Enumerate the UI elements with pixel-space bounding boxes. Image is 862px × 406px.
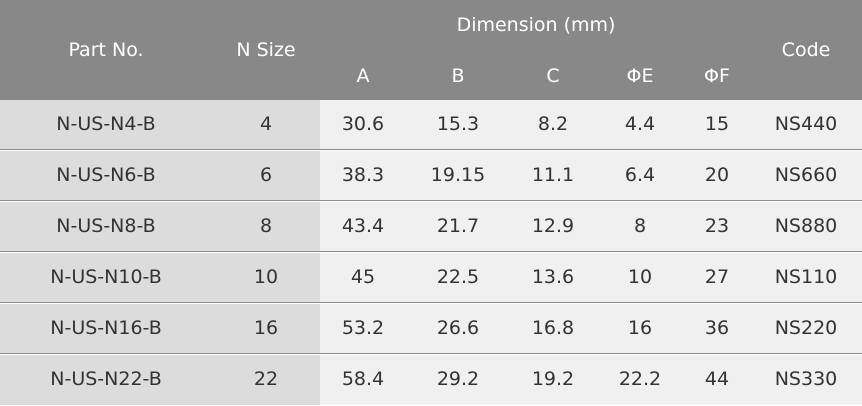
- header-col-f: ΦF: [704, 65, 730, 87]
- cell-c: 12.9: [531, 215, 575, 237]
- table-row: N-US-N6-B 6 38.3 19.15 11.1 6.4 20 NS660: [0, 151, 862, 201]
- cell-e: 10: [627, 266, 653, 288]
- cell-code: NS330: [774, 368, 838, 390]
- cell-f: 36: [704, 317, 730, 339]
- cell-b: 19.15: [430, 164, 486, 186]
- cell-f: 15: [704, 113, 730, 135]
- cell-part-no: N-US-N6-B: [56, 164, 156, 186]
- table-row: N-US-N8-B 8 43.4 21.7 12.9 8 23 NS880: [0, 202, 862, 252]
- cell-a: 38.3: [341, 164, 385, 186]
- cell-f: 20: [704, 164, 730, 186]
- cell-a: 58.4: [341, 368, 385, 390]
- cell-a: 43.4: [341, 215, 385, 237]
- cell-part-no: N-US-N22-B: [50, 368, 162, 390]
- cell-n-size: 22: [253, 368, 279, 390]
- header-col-e: ΦE: [626, 65, 654, 87]
- cell-code: NS440: [774, 113, 838, 135]
- header-col-b: B: [451, 65, 465, 87]
- table-row: N-US-N16-B 16 53.2 26.6 16.8 16 36 NS220: [0, 304, 862, 354]
- header-dimension: Dimension (mm): [456, 14, 616, 36]
- row-lead-background: [0, 304, 320, 353]
- header-n-size: N Size: [236, 39, 296, 61]
- cell-part-no: N-US-N10-B: [50, 266, 162, 288]
- cell-part-no: N-US-N16-B: [50, 317, 162, 339]
- cell-f: 27: [704, 266, 730, 288]
- cell-b: 22.5: [436, 266, 480, 288]
- cell-n-size: 16: [253, 317, 279, 339]
- cell-f: 23: [704, 215, 730, 237]
- row-lead-background: [0, 202, 320, 251]
- cell-b: 26.6: [436, 317, 480, 339]
- cell-a: 30.6: [341, 113, 385, 135]
- cell-c: 13.6: [531, 266, 575, 288]
- cell-b: 21.7: [436, 215, 480, 237]
- cell-n-size: 10: [253, 266, 279, 288]
- cell-n-size: 4: [259, 113, 273, 135]
- cell-f: 44: [704, 368, 730, 390]
- table-row: N-US-N4-B 4 30.6 15.3 8.2 4.4 15 NS440: [0, 100, 862, 150]
- cell-e: 16: [627, 317, 653, 339]
- table-row: N-US-N22-B 22 58.4 29.2 19.2 22.2 44 NS330: [0, 355, 862, 405]
- cell-b: 29.2: [436, 368, 480, 390]
- header-code: Code: [781, 39, 831, 61]
- table-header: Part No. N Size Dimension (mm) A B C ΦE …: [0, 0, 862, 100]
- table-row: N-US-N10-B 10 45 22.5 13.6 10 27 NS110: [0, 253, 862, 303]
- cell-e: 6.4: [624, 164, 656, 186]
- row-lead-background: [0, 355, 320, 405]
- cell-b: 15.3: [436, 113, 480, 135]
- cell-part-no: N-US-N8-B: [56, 215, 156, 237]
- cell-a: 53.2: [341, 317, 385, 339]
- cell-code: NS110: [774, 266, 838, 288]
- cell-a: 45: [350, 266, 376, 288]
- cell-c: 16.8: [531, 317, 575, 339]
- row-lead-background: [0, 151, 320, 200]
- cell-code: NS220: [774, 317, 838, 339]
- row-lead-background: [0, 100, 320, 149]
- cell-code: NS880: [774, 215, 838, 237]
- cell-c: 8.2: [537, 113, 569, 135]
- row-lead-background: [0, 253, 320, 302]
- header-part-no: Part No.: [68, 39, 144, 61]
- cell-code: NS660: [774, 164, 838, 186]
- cell-c: 11.1: [531, 164, 575, 186]
- header-col-a: A: [356, 65, 370, 87]
- cell-n-size: 8: [259, 215, 273, 237]
- cell-n-size: 6: [259, 164, 273, 186]
- cell-e: 8: [633, 215, 647, 237]
- cell-e: 4.4: [624, 113, 656, 135]
- cell-part-no: N-US-N4-B: [56, 113, 156, 135]
- cell-c: 19.2: [531, 368, 575, 390]
- cell-e: 22.2: [618, 368, 662, 390]
- header-col-c: C: [546, 65, 560, 87]
